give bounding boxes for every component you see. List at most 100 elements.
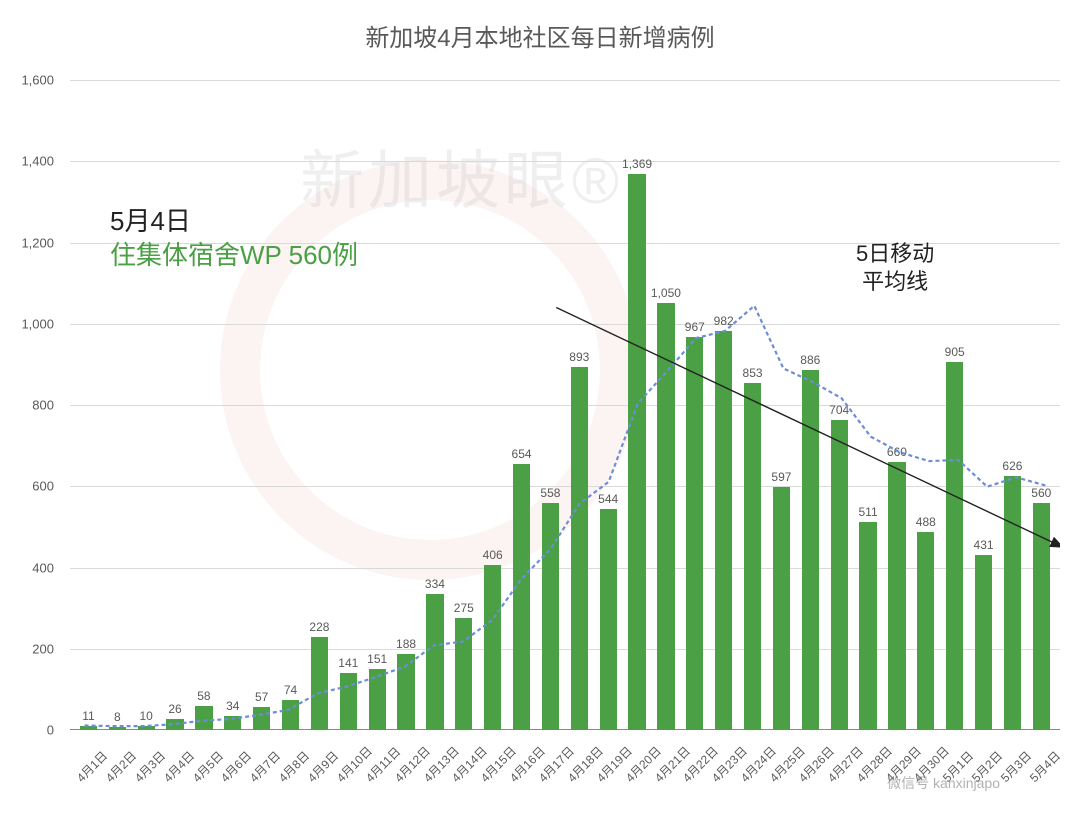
bars: 11 8 10 26 58 34 57 74 228 141 151 188 334 275 406 654 5… — [70, 80, 1060, 730]
bar — [455, 618, 472, 730]
annotation-left-line2: 住集体宿舍WP 560例 — [110, 239, 358, 273]
y-tick: 1,400 — [21, 154, 54, 169]
bar-value-label: 626 — [1002, 459, 1022, 473]
bar-value-label: 151 — [367, 652, 387, 666]
bar-value-label: 34 — [226, 699, 239, 713]
bar-slot: 58 — [190, 689, 219, 730]
bar — [484, 565, 501, 730]
y-tick: 0 — [47, 723, 54, 738]
bar-slot: 511 — [854, 505, 883, 730]
bar-value-label: 228 — [309, 620, 329, 634]
bar-value-label: 1,050 — [651, 286, 681, 300]
bar — [369, 669, 386, 730]
bar — [888, 462, 905, 730]
bar-slot: 967 — [680, 320, 709, 730]
bar-value-label: 188 — [396, 637, 416, 651]
bar-value-label: 488 — [916, 515, 936, 529]
bar-value-label: 597 — [771, 470, 791, 484]
y-tick: 600 — [32, 479, 54, 494]
bar-slot: 57 — [247, 690, 276, 730]
bar-slot: 660 — [883, 445, 912, 730]
bar — [686, 337, 703, 730]
bar-slot: 1,050 — [652, 286, 681, 730]
bar-slot: 597 — [767, 470, 796, 730]
bar-value-label: 334 — [425, 577, 445, 591]
bar-value-label: 58 — [197, 689, 210, 703]
bar — [831, 420, 848, 730]
bar — [426, 594, 443, 730]
bar-value-label: 1,369 — [622, 157, 652, 171]
bar-value-label: 141 — [338, 656, 358, 670]
bar-value-label: 704 — [829, 403, 849, 417]
bar-slot: 431 — [969, 538, 998, 730]
bar-value-label: 26 — [168, 702, 181, 716]
annotation-right: 5日移动 平均线 — [856, 240, 934, 295]
annotation-left-line1: 5月4日 — [110, 205, 358, 239]
bar-value-label: 406 — [483, 548, 503, 562]
bar-value-label: 893 — [569, 350, 589, 364]
bar-slot: 275 — [449, 601, 478, 730]
bar-value-label: 560 — [1031, 486, 1051, 500]
bar-slot: 8 — [103, 710, 132, 730]
bar-slot: 558 — [536, 486, 565, 730]
bar-slot: 1,369 — [623, 157, 652, 730]
bar — [195, 706, 212, 730]
y-tick: 400 — [32, 560, 54, 575]
bar-value-label: 544 — [598, 492, 618, 506]
bar-slot: 488 — [911, 515, 940, 730]
bar-value-label: 853 — [743, 366, 763, 380]
bar-slot: 34 — [218, 699, 247, 730]
annotation-left: 5月4日 住集体宿舍WP 560例 — [110, 205, 358, 273]
bar-value-label: 431 — [974, 538, 994, 552]
chart-container: 新加坡4月本地社区每日新增病例 新加坡眼® 02004006008001,000… — [0, 0, 1080, 837]
bar — [166, 719, 183, 730]
bar-value-label: 905 — [945, 345, 965, 359]
bar — [1033, 503, 1050, 731]
bar-slot: 560 — [1027, 486, 1056, 731]
bar-slot: 905 — [940, 345, 969, 730]
bar-slot: 654 — [507, 447, 536, 730]
bar-slot: 188 — [392, 637, 421, 730]
bar-slot: 982 — [709, 314, 738, 730]
annotation-right-line2: 平均线 — [856, 268, 934, 296]
bar-value-label: 967 — [685, 320, 705, 334]
bar — [657, 303, 674, 730]
y-tick: 1,200 — [21, 235, 54, 250]
bar — [253, 707, 270, 730]
bar — [975, 555, 992, 730]
bar-value-label: 11 — [82, 709, 94, 723]
bar — [109, 727, 126, 730]
bar-value-label: 57 — [255, 690, 268, 704]
bar-slot: 544 — [594, 492, 623, 730]
bar-slot: 893 — [565, 350, 594, 730]
chart-title: 新加坡4月本地社区每日新增病例 — [0, 18, 1080, 53]
bar-slot: 853 — [738, 366, 767, 730]
bar-value-label: 8 — [114, 710, 121, 724]
y-tick: 1,600 — [21, 73, 54, 88]
bar-value-label: 654 — [512, 447, 532, 461]
y-tick: 1,000 — [21, 316, 54, 331]
bar-slot: 26 — [161, 702, 190, 730]
bar — [542, 503, 559, 730]
plot-area: 11 8 10 26 58 34 57 74 228 141 151 188 334 275 406 654 5… — [70, 80, 1060, 730]
bar-slot: 334 — [421, 577, 450, 730]
bar — [138, 726, 155, 730]
y-axis: 02004006008001,0001,2001,4001,600 — [0, 80, 60, 730]
bar-slot: 151 — [363, 652, 392, 730]
bar-slot: 11 — [74, 709, 103, 730]
bar — [282, 700, 299, 730]
bar-value-label: 886 — [800, 353, 820, 367]
bar-value-label: 275 — [454, 601, 474, 615]
bar — [397, 654, 414, 730]
y-tick: 200 — [32, 641, 54, 656]
bar — [340, 673, 357, 730]
bar-slot: 74 — [276, 683, 305, 730]
annotation-right-line1: 5日移动 — [856, 240, 934, 268]
bar — [715, 331, 732, 730]
bar — [946, 362, 963, 730]
bar-slot: 886 — [796, 353, 825, 730]
bar-slot: 141 — [334, 656, 363, 730]
bar-value-label: 10 — [140, 709, 153, 723]
bar — [513, 464, 530, 730]
bar-slot: 626 — [998, 459, 1027, 730]
